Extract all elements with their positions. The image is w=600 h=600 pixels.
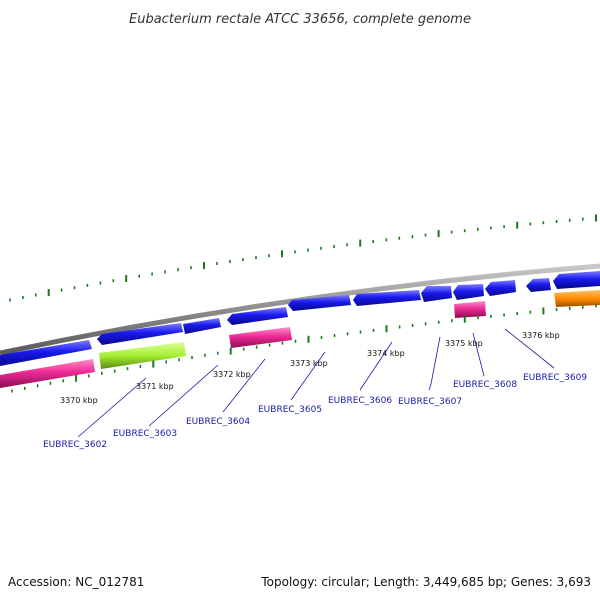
- genome-summary-text: Topology: circular; Length: 3,449,685 bp…: [260, 575, 591, 589]
- gene-arrow[interactable]: [288, 295, 351, 311]
- gene-block[interactable]: [0, 359, 95, 388]
- gene-label[interactable]: EUBREC_3604: [186, 417, 250, 427]
- tick-label: 3376 kbp: [522, 331, 560, 340]
- outer-ruler: [9, 214, 597, 302]
- gene-arrow[interactable]: [0, 340, 92, 366]
- gene-block[interactable]: [229, 327, 292, 348]
- tick-label: 3370 kbp: [60, 396, 98, 405]
- leader-line: [428, 336, 441, 391]
- gene-arrow[interactable]: [526, 278, 551, 292]
- gene-arrow[interactable]: [421, 286, 452, 302]
- gene-label-leaders: [77, 328, 555, 438]
- gene-arrow[interactable]: [227, 307, 288, 325]
- map-title: Eubacterium rectale ATCC 33656, complete…: [129, 12, 471, 27]
- gene-label[interactable]: EUBREC_3609: [523, 373, 587, 383]
- leader-line: [504, 328, 555, 369]
- leader-line: [290, 351, 326, 401]
- gene-label[interactable]: EUBREC_3602: [43, 440, 107, 450]
- gene-label[interactable]: EUBREC_3605: [258, 405, 322, 415]
- inner-ruler: [11, 304, 597, 393]
- leader-line: [77, 377, 147, 438]
- gene-label[interactable]: EUBREC_3608: [453, 380, 517, 390]
- gene-block[interactable]: [454, 301, 486, 318]
- gene-label[interactable]: EUBREC_3606: [328, 396, 392, 406]
- gene-block[interactable]: [554, 290, 600, 307]
- leader-line: [222, 358, 266, 413]
- accession-text: Accession: NC_012781: [8, 575, 144, 589]
- forward-strand-features: [0, 271, 600, 366]
- tick-labels: 3370 kbp 3371 kbp 3372 kbp 3373 kbp 3374…: [60, 331, 560, 405]
- gene-block[interactable]: [99, 342, 186, 369]
- gene-labels: EUBREC_3602 EUBREC_3603 EUBREC_3604 EUBR…: [43, 373, 587, 450]
- gene-arrow[interactable]: [353, 290, 421, 306]
- gene-arrow[interactable]: [453, 284, 484, 300]
- gene-arrow[interactable]: [485, 280, 516, 296]
- gene-arrow[interactable]: [183, 318, 221, 334]
- leader-line: [472, 332, 485, 377]
- tick-label: 3372 kbp: [213, 370, 251, 379]
- tick-label: 3371 kbp: [136, 382, 174, 391]
- gene-label[interactable]: EUBREC_3607: [398, 397, 462, 407]
- tick-label: 3373 kbp: [290, 359, 328, 368]
- gene-arrow[interactable]: [553, 271, 600, 289]
- gene-arrow[interactable]: [97, 323, 183, 345]
- tick-label: 3375 kbp: [445, 339, 483, 348]
- secondary-track-features: [0, 290, 600, 388]
- gene-label[interactable]: EUBREC_3603: [113, 429, 177, 439]
- leader-line: [148, 364, 219, 427]
- leader-line: [359, 341, 393, 391]
- tick-label: 3374 kbp: [367, 349, 405, 358]
